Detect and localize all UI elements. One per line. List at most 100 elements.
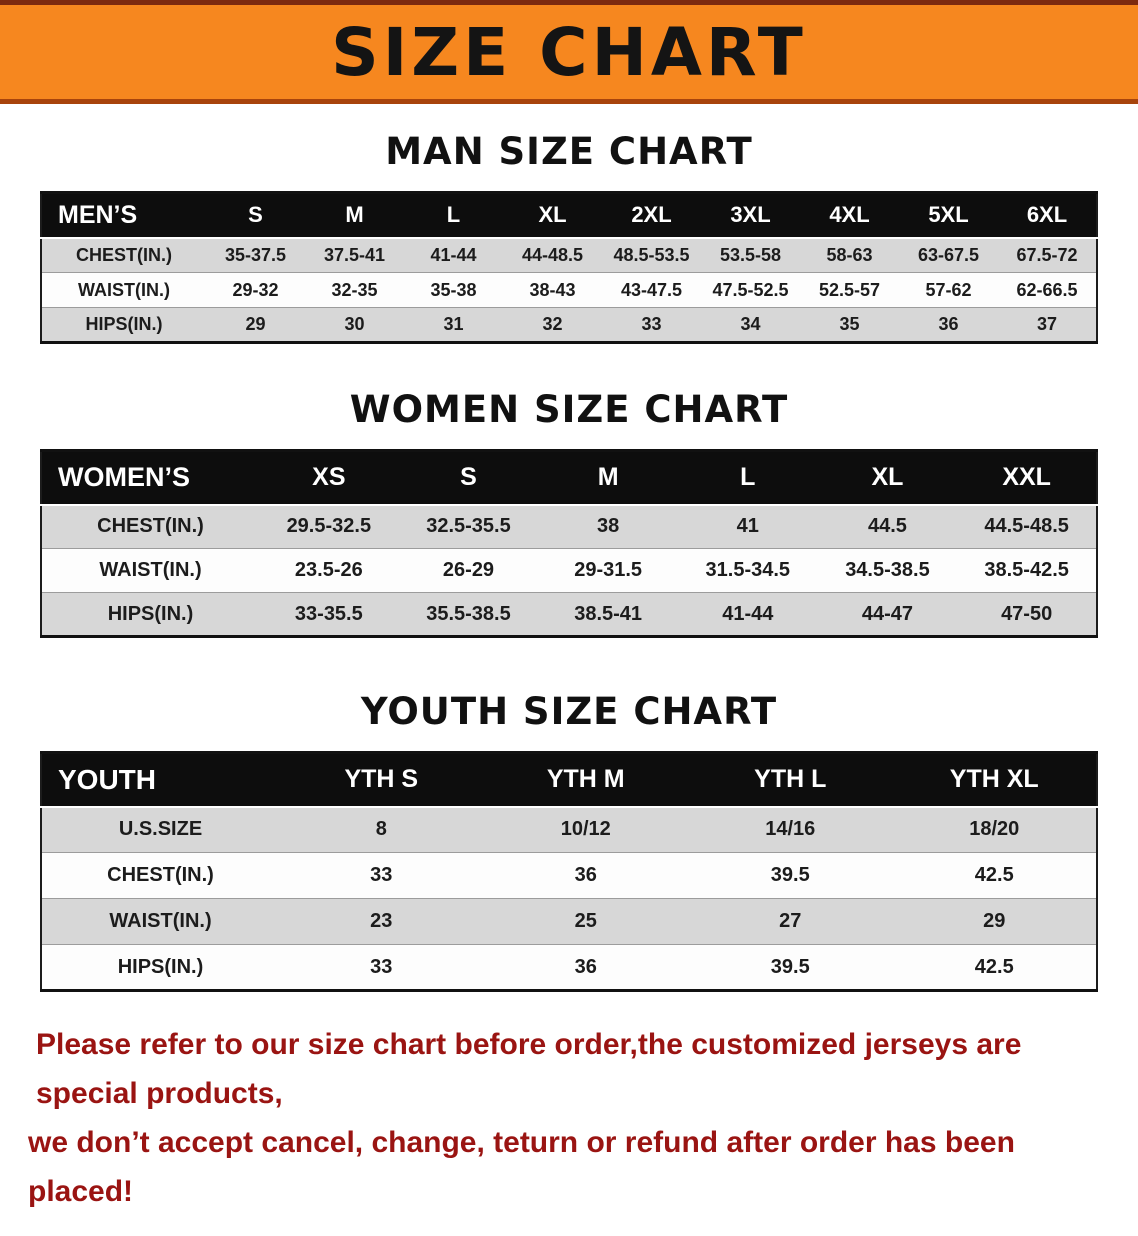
cell: 38-43 xyxy=(503,272,602,308)
table-row: HIPS(IN.) 33 36 39.5 42.5 xyxy=(41,944,1097,991)
column-header: M xyxy=(538,450,678,505)
youth-corner-label: YOUTH xyxy=(41,752,279,807)
page-title: SIZE CHART xyxy=(331,13,807,91)
column-header: XS xyxy=(259,450,399,505)
column-header: 2XL xyxy=(602,192,701,238)
cell: 47.5-52.5 xyxy=(701,272,800,308)
column-header: 6XL xyxy=(998,192,1097,238)
cell: 25 xyxy=(483,898,688,945)
table-row: HIPS(IN.) 29 30 31 32 33 34 35 36 37 xyxy=(41,307,1097,343)
cell: 39.5 xyxy=(688,944,893,991)
cell: 38.5-42.5 xyxy=(957,548,1097,593)
cell: 32-35 xyxy=(305,272,404,308)
cell: 35 xyxy=(800,307,899,343)
table-row: WAIST(IN.) 23.5-26 26-29 29-31.5 31.5-34.5 34… xyxy=(41,548,1097,593)
row-label: WAIST(IN.) xyxy=(41,898,279,945)
youth-size-section: YOUTH SIZE CHART YOUTH YTH S YTH M YTH L YTH… xyxy=(0,690,1138,992)
cell: 33 xyxy=(279,852,484,899)
cell: 44.5 xyxy=(817,503,958,549)
banner: SIZE CHART xyxy=(0,0,1138,104)
column-header: XL xyxy=(503,192,602,238)
men-size-section: MAN SIZE CHART MEN’S S M L XL 2XL 3XL 4XL 5XL 6XL… xyxy=(0,130,1138,344)
column-header: YTH L xyxy=(688,752,893,807)
men-section-title: MAN SIZE CHART xyxy=(385,130,753,173)
cell: 31 xyxy=(404,307,503,343)
cell: 10/12 xyxy=(483,805,688,853)
table-row: WAIST(IN.) 23 25 27 29 xyxy=(41,898,1097,945)
cell: 26-29 xyxy=(398,548,539,593)
women-section-title: WOMEN SIZE CHART xyxy=(349,388,789,431)
column-header: 3XL xyxy=(701,192,800,238)
row-label: HIPS(IN.) xyxy=(41,592,259,637)
cell: 36 xyxy=(483,944,688,991)
table-row: WAIST(IN.) 29-32 32-35 35-38 38-43 43-47.5 47.… xyxy=(41,272,1097,308)
footer-notice: Please refer to our size chart before or… xyxy=(0,1020,1138,1216)
column-header: 4XL xyxy=(800,192,899,238)
column-header: YTH XL xyxy=(892,752,1097,807)
cell: 31.5-34.5 xyxy=(677,548,818,593)
cell: 34.5-38.5 xyxy=(817,548,958,593)
cell: 52.5-57 xyxy=(800,272,899,308)
row-label: WAIST(IN.) xyxy=(41,548,259,593)
women-corner-label: WOMEN’S xyxy=(41,450,259,505)
cell: 35-37.5 xyxy=(206,236,305,273)
cell: 48.5-53.5 xyxy=(602,236,701,273)
cell: 67.5-72 xyxy=(998,236,1097,273)
notice-line-1: Please refer to our size chart before or… xyxy=(36,1028,1022,1110)
table-row: CHEST(IN.) 29.5-32.5 32.5-35.5 38 41 44.5 44.5… xyxy=(41,503,1097,549)
row-label: HIPS(IN.) xyxy=(41,307,206,343)
cell: 57-62 xyxy=(899,272,998,308)
column-header: YTH M xyxy=(483,752,688,807)
column-header: YTH S xyxy=(279,752,484,807)
column-header: S xyxy=(398,450,539,505)
cell: 33 xyxy=(279,944,484,991)
youth-section-title: YOUTH SIZE CHART xyxy=(360,690,778,733)
cell: 29 xyxy=(206,307,305,343)
row-label: CHEST(IN.) xyxy=(41,236,206,273)
table-row: CHEST(IN.) 35-37.5 37.5-41 41-44 44-48.5 48.5… xyxy=(41,236,1097,273)
cell: 41-44 xyxy=(677,592,818,637)
men-corner-label: MEN’S xyxy=(41,192,206,238)
cell: 32.5-35.5 xyxy=(398,503,539,549)
men-size-table: MEN’S S M L XL 2XL 3XL 4XL 5XL 6XL CHEST(IN.) 35-37… xyxy=(40,191,1098,344)
cell: 30 xyxy=(305,307,404,343)
women-size-table: WOMEN’S XS S M L XL XXL CHEST(IN.) 29.5-32.5 32.5… xyxy=(40,449,1098,638)
cell: 35.5-38.5 xyxy=(398,592,539,637)
cell: 41 xyxy=(677,503,818,549)
cell: 44.5-48.5 xyxy=(957,503,1097,549)
cell: 33-35.5 xyxy=(259,592,399,637)
column-header: L xyxy=(404,192,503,238)
women-size-section: WOMEN SIZE CHART WOMEN’S XS S M L XL XXL CHEST(… xyxy=(0,388,1138,638)
table-row: CHEST(IN.) 33 36 39.5 42.5 xyxy=(41,852,1097,899)
cell: 33 xyxy=(602,307,701,343)
cell: 44-47 xyxy=(817,592,958,637)
cell: 23.5-26 xyxy=(259,548,399,593)
row-label: U.S.SIZE xyxy=(41,805,279,853)
notice-line-2: we don’t accept cancel, change, teturn o… xyxy=(28,1126,1015,1208)
cell: 37 xyxy=(998,307,1097,343)
cell: 63-67.5 xyxy=(899,236,998,273)
cell: 53.5-58 xyxy=(701,236,800,273)
cell: 38.5-41 xyxy=(538,592,678,637)
row-label: CHEST(IN.) xyxy=(41,503,259,549)
header-row: YOUTH YTH S YTH M YTH L YTH XL xyxy=(41,752,1097,807)
cell: 8 xyxy=(279,805,484,853)
column-header: M xyxy=(305,192,404,238)
cell: 23 xyxy=(279,898,484,945)
row-label: HIPS(IN.) xyxy=(41,944,279,991)
cell: 41-44 xyxy=(404,236,503,273)
cell: 47-50 xyxy=(957,592,1097,637)
row-label: WAIST(IN.) xyxy=(41,272,206,308)
cell: 29-32 xyxy=(206,272,305,308)
cell: 35-38 xyxy=(404,272,503,308)
table-row: HIPS(IN.) 33-35.5 35.5-38.5 38.5-41 41-44 44-… xyxy=(41,592,1097,637)
cell: 18/20 xyxy=(892,805,1097,853)
youth-size-table: YOUTH YTH S YTH M YTH L YTH XL U.S.SIZE 8 10/12… xyxy=(40,751,1098,992)
cell: 14/16 xyxy=(688,805,893,853)
cell: 36 xyxy=(483,852,688,899)
cell: 29.5-32.5 xyxy=(259,503,399,549)
cell: 32 xyxy=(503,307,602,343)
column-header: 5XL xyxy=(899,192,998,238)
column-header: L xyxy=(677,450,818,505)
